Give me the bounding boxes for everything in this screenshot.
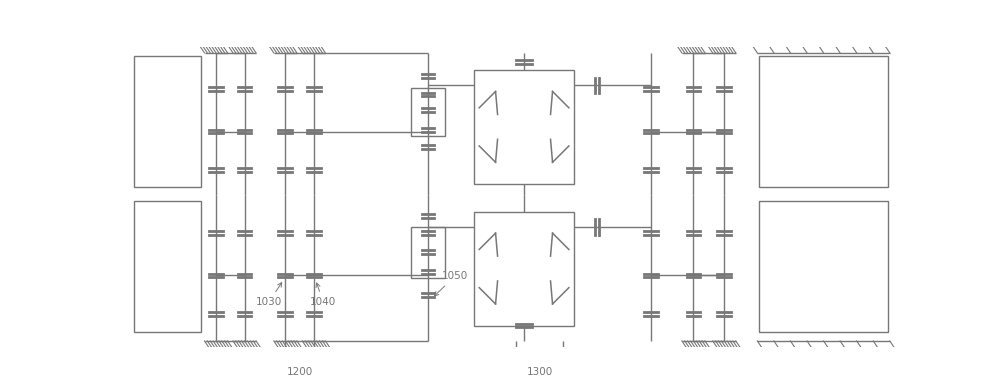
Text: 1040: 1040: [310, 283, 336, 307]
Bar: [759, 56, 888, 187]
Bar: [134, 201, 201, 332]
Bar: [474, 70, 574, 184]
Text: 1030: 1030: [256, 283, 282, 307]
Bar: [474, 212, 574, 326]
Text: 1300: 1300: [526, 367, 553, 377]
Bar: [759, 201, 888, 332]
Text: 1200: 1200: [286, 367, 313, 377]
Bar: [411, 227, 445, 278]
Bar: [411, 89, 445, 136]
Text: 1050: 1050: [434, 271, 468, 296]
Bar: [134, 56, 201, 187]
